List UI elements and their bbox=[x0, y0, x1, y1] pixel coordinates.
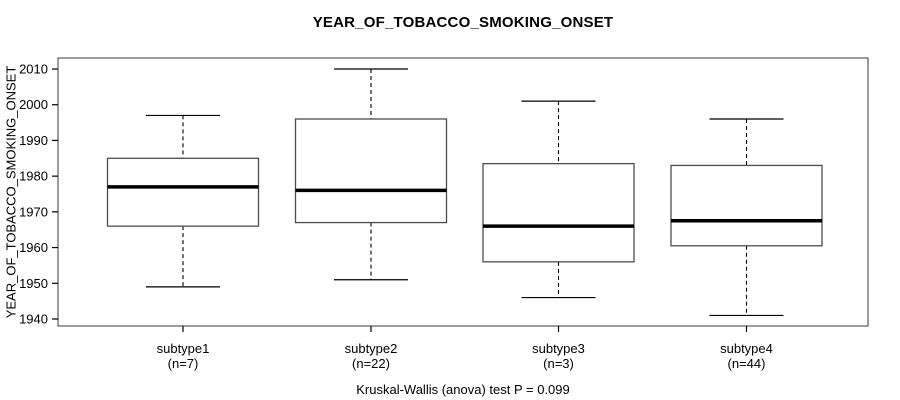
y-tick-label: 1970 bbox=[19, 204, 48, 219]
iqr-box-subtype3 bbox=[482, 162, 635, 263]
group-n-label: (n=7) bbox=[168, 356, 199, 371]
y-tick-label: 2010 bbox=[19, 62, 48, 77]
group-label: subtype3 bbox=[532, 341, 585, 356]
y-tick-label: 1940 bbox=[19, 312, 48, 327]
y-tick-label: 1990 bbox=[19, 133, 48, 148]
y-tick-label: 1960 bbox=[19, 240, 48, 255]
group-label: subtype1 bbox=[157, 341, 210, 356]
y-tick-label: 2000 bbox=[19, 97, 48, 112]
y-tick-label: 1980 bbox=[19, 169, 48, 184]
iqr-box-subtype1 bbox=[106, 157, 260, 227]
group-n-label: (n=3) bbox=[543, 356, 574, 371]
iqr-box-subtype2 bbox=[294, 118, 448, 224]
group-label: subtype4 bbox=[720, 341, 773, 356]
plot-frame bbox=[57, 57, 869, 327]
group-n-label: (n=44) bbox=[728, 356, 766, 371]
stat-test-caption: Kruskal-Wallis (anova) test P = 0.099 bbox=[356, 382, 570, 397]
group-label: subtype2 bbox=[345, 341, 398, 356]
iqr-box-subtype4 bbox=[670, 164, 823, 247]
chart-title: YEAR_OF_TOBACCO_SMOKING_ONSET bbox=[312, 14, 614, 31]
y-tick-label: 1950 bbox=[19, 276, 48, 291]
group-n-label: (n=22) bbox=[352, 356, 390, 371]
